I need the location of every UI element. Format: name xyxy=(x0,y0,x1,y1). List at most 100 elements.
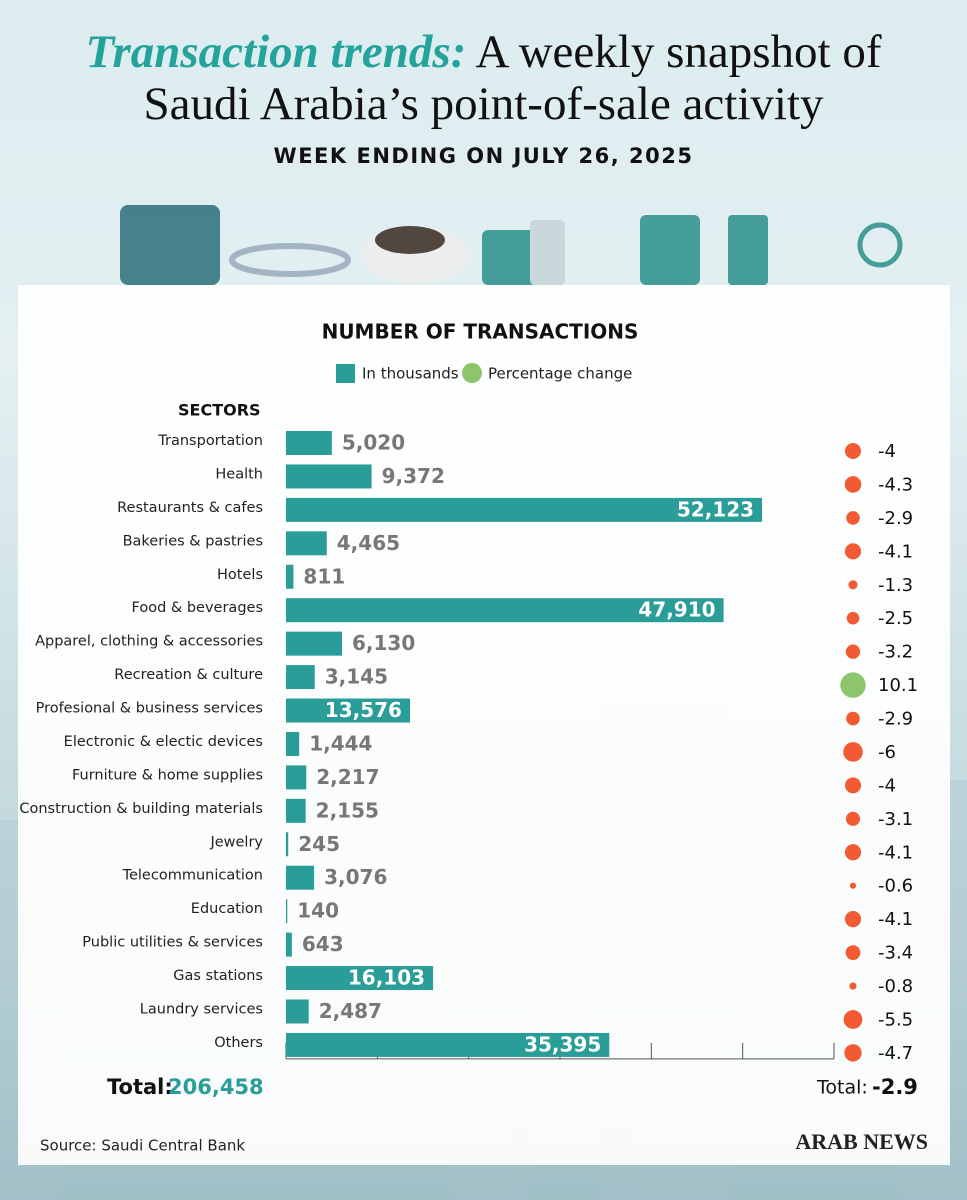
change-dot xyxy=(843,1010,863,1029)
bar xyxy=(286,999,309,1024)
category-label: Jewelry xyxy=(209,834,263,850)
change-dot xyxy=(849,982,857,990)
category-label: Furniture & home supplies xyxy=(72,767,263,783)
axis-label: SECTORS xyxy=(178,401,261,420)
bar xyxy=(286,798,306,823)
bar xyxy=(286,598,724,623)
value-label: 1,444 xyxy=(309,731,372,755)
value-label: 5,020 xyxy=(342,431,405,455)
change-dot xyxy=(846,711,860,726)
value-label: 13,576 xyxy=(325,698,402,722)
category-label: Bakeries & pastries xyxy=(123,533,263,549)
change-dot xyxy=(844,1044,862,1062)
source: Source: Saudi Central Bank xyxy=(40,1137,245,1155)
value-label: 2,217 xyxy=(316,765,379,789)
change-label: -4 xyxy=(878,775,896,796)
category-label: Electronic & electic devices xyxy=(64,734,263,750)
legend-label: In thousands xyxy=(362,365,459,383)
change-label: -3.2 xyxy=(878,642,913,663)
change-label: -0.8 xyxy=(878,976,913,997)
bar xyxy=(286,631,342,656)
value-label: 9,372 xyxy=(382,464,445,488)
bar xyxy=(286,564,294,589)
category-label: Telecommunication xyxy=(122,868,263,884)
bar xyxy=(286,431,332,455)
change-label: -5.5 xyxy=(878,1009,913,1030)
category-label: Recreation & culture xyxy=(114,667,263,683)
bar xyxy=(286,665,315,690)
change-label: -2.9 xyxy=(878,709,913,730)
change-label: -2.9 xyxy=(878,508,913,529)
change-dot xyxy=(844,543,862,560)
change-dot xyxy=(844,911,862,928)
bar xyxy=(286,464,372,489)
total-change-label: Total: xyxy=(816,1077,868,1099)
change-label: -1.3 xyxy=(878,575,913,596)
category-label: Laundry services xyxy=(140,1001,263,1017)
value-label: 811 xyxy=(303,564,345,588)
value-label: 4,465 xyxy=(337,531,400,555)
change-dot xyxy=(845,443,861,459)
total-change: -2.9 xyxy=(872,1075,918,1099)
value-label: 52,123 xyxy=(677,497,754,521)
change-label: -6 xyxy=(878,742,896,763)
bar xyxy=(286,1032,610,1057)
change-label: -2.5 xyxy=(878,608,913,629)
change-dot xyxy=(848,580,858,590)
value-label: 16,103 xyxy=(348,966,425,990)
title-italic: Transaction trends: xyxy=(85,26,467,78)
category-label: Profesional & business services xyxy=(36,701,263,717)
decoration xyxy=(120,205,903,285)
title: Transaction trends: A weekly snapshot of… xyxy=(50,26,917,130)
legend-label: Percentage change xyxy=(488,365,632,383)
change-label: -4.1 xyxy=(878,909,913,930)
change-label: -4.1 xyxy=(878,541,913,562)
change-label: -3.1 xyxy=(878,809,913,830)
bar xyxy=(286,966,434,991)
change-dot xyxy=(840,672,866,698)
category-label: Hotels xyxy=(217,567,263,583)
category-label: Transportation xyxy=(157,433,263,449)
bar xyxy=(286,531,327,556)
value-label: 47,910 xyxy=(638,598,715,622)
brand: ARAB NEWS xyxy=(795,1129,928,1154)
bar xyxy=(286,698,410,723)
bar xyxy=(286,932,292,957)
value-label: 6,130 xyxy=(352,631,415,655)
header: Transaction trends: A weekly snapshot of… xyxy=(50,26,917,168)
category-label: Gas stations xyxy=(173,968,263,984)
change-dot xyxy=(845,777,861,794)
change-dot xyxy=(844,476,862,493)
change-label: -4.3 xyxy=(878,474,913,495)
category-label: Restaurants & cafes xyxy=(117,500,263,516)
category-label: Others xyxy=(214,1035,263,1051)
change-dot xyxy=(846,511,860,525)
total-value: 206,458 xyxy=(168,1075,264,1099)
bar xyxy=(286,731,300,756)
change-dot xyxy=(845,811,861,826)
bar xyxy=(286,865,315,890)
value-label: 245 xyxy=(298,832,340,856)
category-label: Apparel, clothing & accessories xyxy=(35,634,263,650)
value-label: 3,076 xyxy=(324,865,387,889)
value-label: 2,487 xyxy=(319,999,382,1023)
value-label: 140 xyxy=(297,899,339,923)
change-label: -4.7 xyxy=(878,1043,913,1064)
title-text: A weekly snapshot of Saudi Arabia’s poin… xyxy=(143,26,882,130)
total-label: Total: xyxy=(107,1075,173,1099)
change-dot xyxy=(844,844,862,861)
value-label: 2,155 xyxy=(316,798,379,822)
bar xyxy=(286,497,763,522)
chart-title: NUMBER OF TRANSACTIONS xyxy=(322,320,639,344)
change-label: -0.6 xyxy=(878,876,913,897)
change-dot xyxy=(845,945,861,960)
change-dot xyxy=(846,611,860,625)
bar xyxy=(286,765,307,790)
category-label: Construction & building materials xyxy=(19,801,263,817)
category-label: Health xyxy=(215,466,263,482)
change-dot xyxy=(843,742,863,762)
value-label: 35,395 xyxy=(524,1032,601,1056)
subtitle: WEEK ENDING ON JULY 26, 2025 xyxy=(273,144,694,168)
